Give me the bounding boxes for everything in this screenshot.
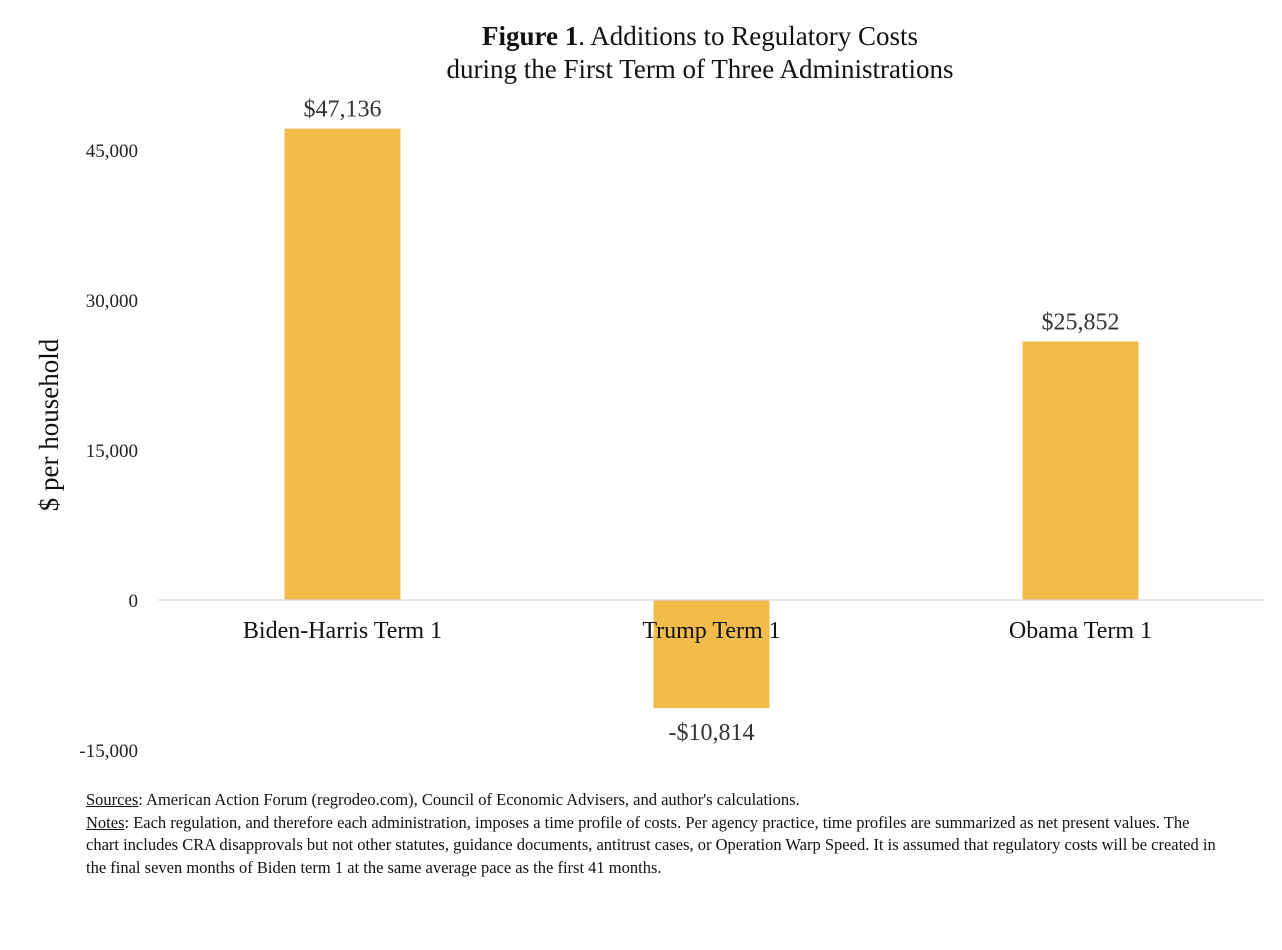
data-label-1: -$10,814 xyxy=(669,720,755,746)
y-tick-label-4: 45,000 xyxy=(86,141,138,162)
category-label-0: Biden-Harris Term 1 xyxy=(243,618,442,644)
figure-label: Figure 1 xyxy=(481,21,579,51)
category-label-1: Trump Term 1 xyxy=(642,618,780,644)
notes-label: Notes xyxy=(86,812,125,832)
y-tick-label-1: 0 xyxy=(129,591,139,612)
bar-2 xyxy=(1022,341,1139,600)
notes-text: : Each regulation, and therefore each ad… xyxy=(86,812,1216,877)
y-tick-label-0: -15,000 xyxy=(79,741,138,762)
bar-0 xyxy=(284,128,401,600)
category-label-2: Obama Term 1 xyxy=(1009,618,1152,644)
chart-notes: Sources: American Action Forum (regrodeo… xyxy=(86,789,1216,879)
y-axis-label: $ per household xyxy=(34,338,64,511)
y-tick-label-2: 15,000 xyxy=(86,441,138,462)
sources-line: Sources: American Action Forum (regrodeo… xyxy=(86,789,1216,812)
y-tick-label-3: 30,000 xyxy=(86,291,138,312)
title-line-1: . Additions to Regulatory Costs xyxy=(578,21,919,51)
bar-chart: -15,000 0 15,000 30,000 45,000 $ per househol… xyxy=(34,97,1265,762)
data-label-0: $47,136 xyxy=(304,97,382,123)
data-label-2: $25,852 xyxy=(1042,309,1120,335)
notes-paragraph: Notes: Each regulation, and therefore ea… xyxy=(86,812,1216,880)
sources-label: Sources xyxy=(86,790,139,809)
title-line-2: during the First Term of Three Administr… xyxy=(446,54,954,84)
bar-1 xyxy=(653,600,770,709)
chart-title: Figure 1. Additions to Regulatory Costs … xyxy=(240,20,1160,86)
sources-text: : American Action Forum (regrodeo.com), … xyxy=(138,790,800,809)
